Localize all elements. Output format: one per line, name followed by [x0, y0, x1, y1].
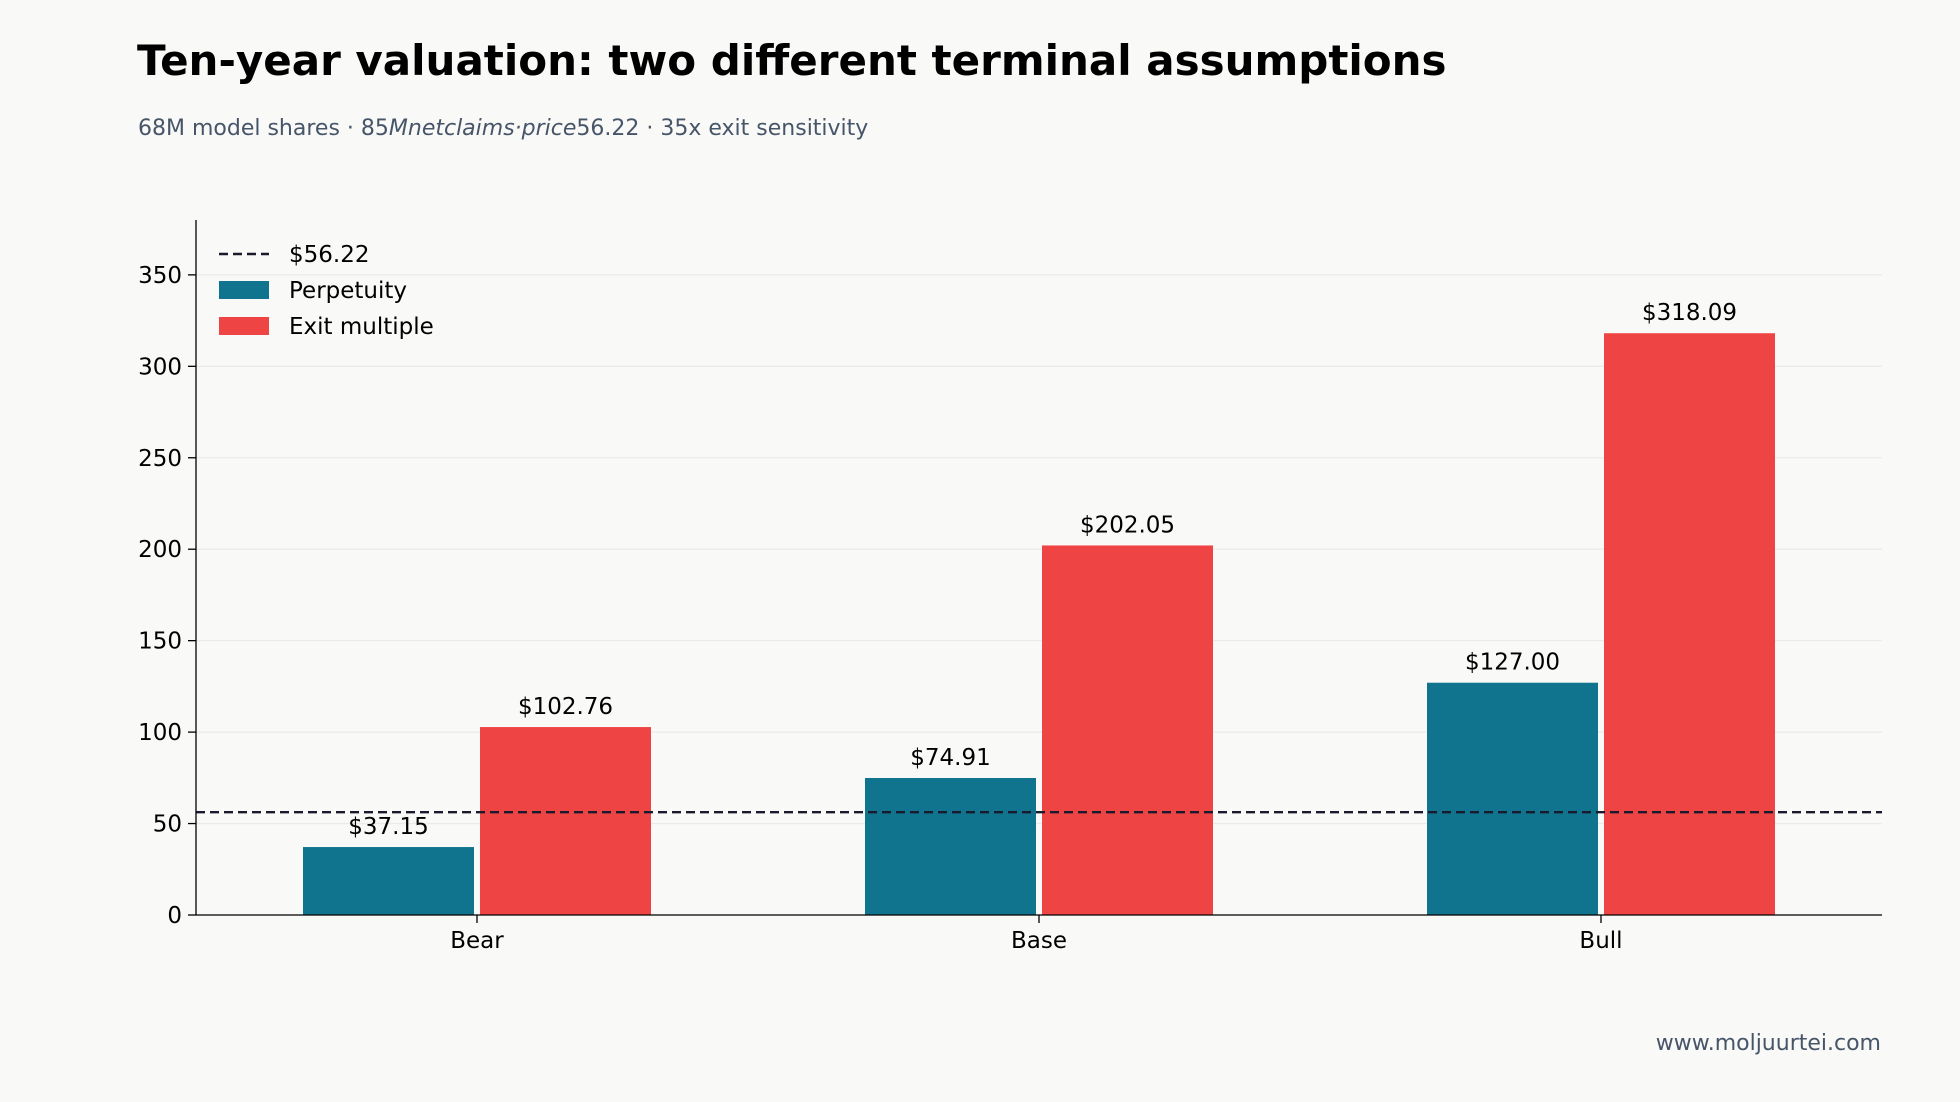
- legend: $56.22 Perpetuity Exit multiple: [219, 242, 434, 340]
- bar-exit-multiple-bull: [1604, 333, 1775, 916]
- y-tick-label: 150: [138, 629, 182, 655]
- subtitle-part-3: 56.22 · 35x exit sensitivity: [576, 116, 869, 141]
- footer-url: www.moljuurtei.com: [1655, 1031, 1881, 1056]
- bars: [303, 333, 1775, 916]
- y-tick-label: 100: [138, 720, 182, 746]
- chart-title: Ten-year valuation: two different termin…: [137, 36, 1447, 85]
- y-tick-label: 300: [138, 354, 182, 380]
- bar-perpetuity-base: [865, 777, 1036, 915]
- subtitle-part-2: Mnetclaims·price: [388, 116, 577, 141]
- bar-value-label: $318.09: [1642, 300, 1737, 326]
- subtitle-part-1: 68M model shares · 85: [138, 116, 389, 141]
- y-tick-label: 350: [138, 263, 182, 289]
- y-tick-label: 50: [153, 812, 182, 838]
- x-tick-label: Bear: [450, 928, 504, 954]
- y-tick-label: 200: [138, 537, 182, 563]
- x-tick-label: Base: [1011, 928, 1067, 954]
- legend-swatch-exit-multiple: [219, 317, 269, 335]
- bar-exit-multiple-bear: [480, 727, 651, 915]
- bar-value-label: $202.05: [1080, 512, 1175, 538]
- legend-label-reference: $56.22: [289, 242, 369, 268]
- y-tick-label: 0: [167, 903, 182, 929]
- legend-label-exit-multiple: Exit multiple: [289, 314, 434, 340]
- legend-swatch-perpetuity: [219, 281, 269, 299]
- axes: 0 50 100 150 200 250 300 350 Bear Base Bull: [138, 220, 1882, 954]
- bar-value-label: $127.00: [1465, 650, 1560, 676]
- y-tick-label: 250: [138, 446, 182, 472]
- bar-value-labels: $37.15 $102.76 $74.91 $202.05 $127.00 $318.09: [348, 300, 1737, 840]
- bar-value-label: $74.91: [910, 745, 990, 771]
- x-tick-label: Bull: [1579, 928, 1622, 954]
- legend-label-perpetuity: Perpetuity: [289, 278, 407, 304]
- bar-value-label: $102.76: [518, 694, 613, 720]
- grid-lines: [196, 274, 1882, 825]
- bar-exit-multiple-base: [1042, 545, 1213, 915]
- chart-subtitle: 68M model shares · 85Mnetclaims·price56.…: [138, 116, 868, 141]
- bar-perpetuity-bear: [303, 847, 474, 915]
- bar-perpetuity-bull: [1427, 682, 1598, 915]
- bar-value-label: $37.15: [348, 814, 428, 840]
